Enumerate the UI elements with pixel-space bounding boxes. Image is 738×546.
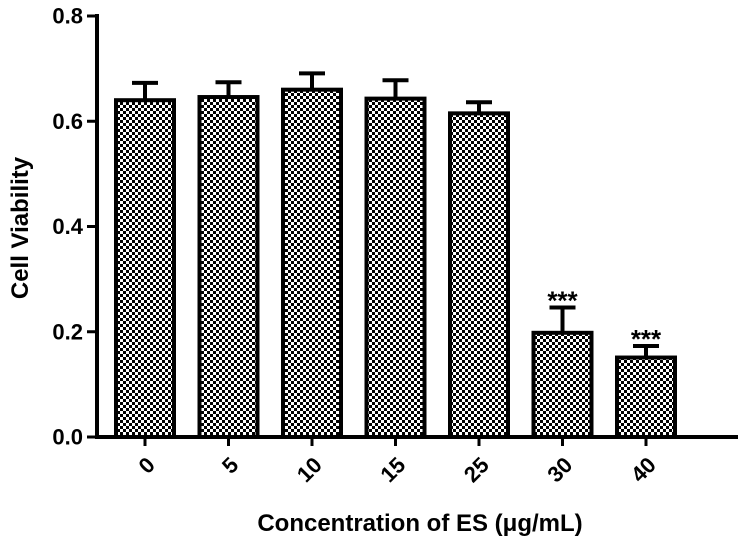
bar bbox=[364, 96, 427, 439]
bars-layer bbox=[114, 71, 677, 440]
bar bbox=[448, 111, 510, 439]
bar bbox=[197, 95, 260, 439]
axes-layer bbox=[87, 14, 738, 446]
x-tick-label: 0 bbox=[133, 452, 159, 478]
bar bbox=[281, 87, 343, 440]
y-tick-label: 0.2 bbox=[52, 319, 83, 344]
x-tick-label: 40 bbox=[626, 452, 661, 487]
x-tick-label: 15 bbox=[375, 452, 410, 487]
y-tick-label: 0.0 bbox=[52, 425, 83, 450]
x-tick-label: 30 bbox=[542, 452, 577, 487]
significance-label: *** bbox=[547, 286, 578, 316]
y-axis-title: Cell Viability bbox=[7, 156, 34, 299]
y-tick-label: 0.6 bbox=[52, 109, 83, 134]
bar bbox=[531, 330, 594, 439]
x-tick-label: 10 bbox=[292, 452, 327, 487]
bar bbox=[114, 98, 176, 439]
x-tick-label: 25 bbox=[459, 452, 494, 487]
x-tick-label: 5 bbox=[217, 452, 243, 478]
x-axis-title: Concentration of ES (μg/mL) bbox=[257, 510, 582, 537]
bar bbox=[615, 355, 677, 440]
y-tick-label: 0.4 bbox=[52, 214, 83, 239]
y-tick-label: 0.8 bbox=[52, 4, 83, 29]
significance-label: *** bbox=[631, 324, 662, 354]
